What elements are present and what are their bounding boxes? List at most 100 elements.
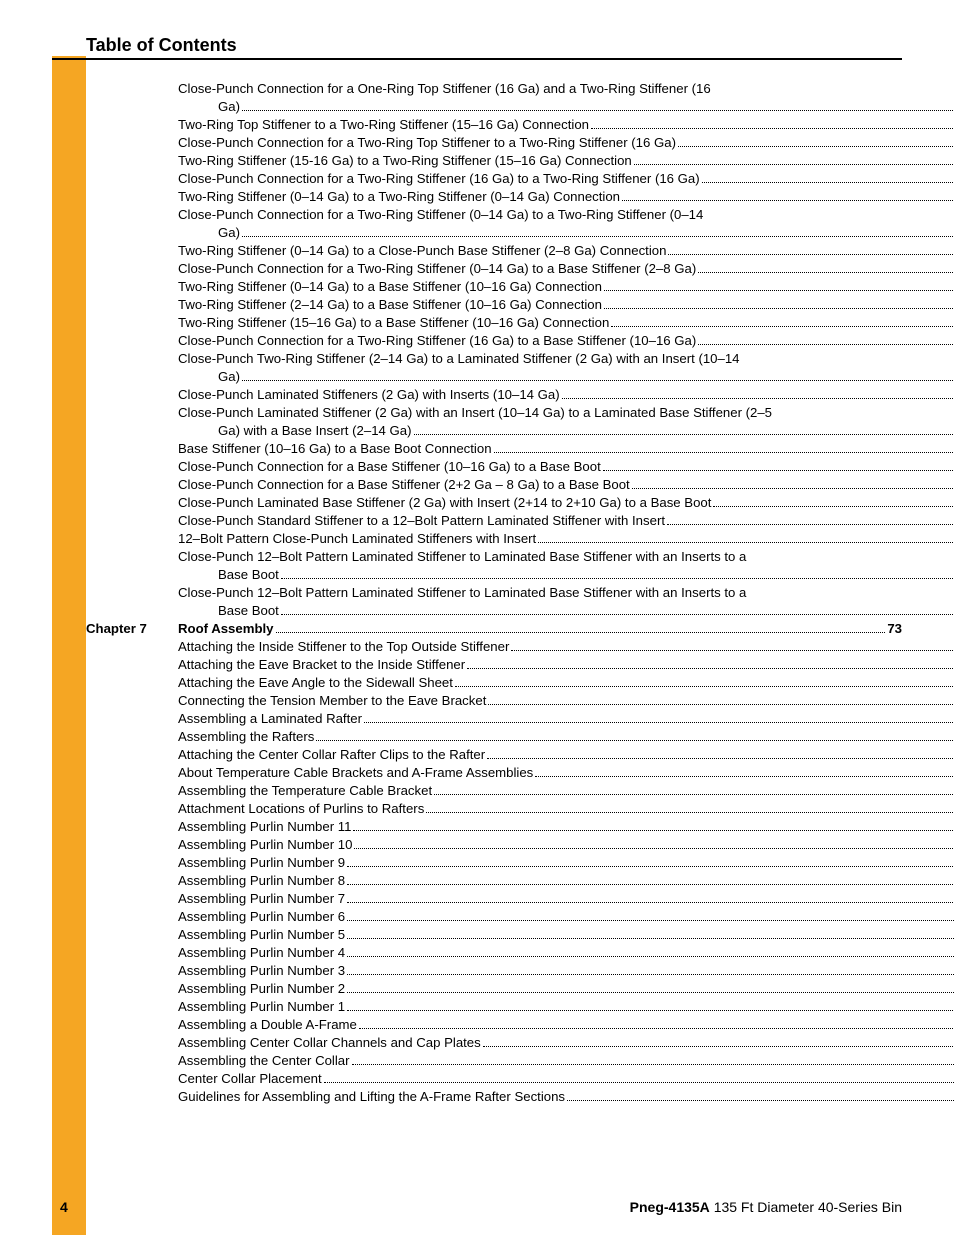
toc-entry-text: Guidelines for Assembling and Lifting th…: [178, 1088, 565, 1106]
toc-entry-text: Close-Punch 12–Bolt Pattern Laminated St…: [178, 548, 746, 566]
toc-entry[interactable]: Guidelines for Assembling and Lifting th…: [86, 1088, 954, 1106]
toc-entry-text: Close-Punch Connection for a Two-Ring St…: [178, 206, 703, 224]
toc-leader-dots: [713, 498, 954, 507]
toc-leader-dots: [414, 426, 954, 435]
toc-entry-text: About Temperature Cable Brackets and A-F…: [178, 764, 533, 782]
toc-entry[interactable]: Assembling the Rafters80: [86, 728, 954, 746]
toc-entry[interactable]: Close-Punch Connection for a Two-Ring St…: [86, 206, 954, 224]
toc-entry[interactable]: Assembling Purlin Number 5102: [86, 926, 954, 944]
toc-entry-text: Two-Ring Stiffener (0–14 Ga) to a Two-Ri…: [178, 188, 620, 206]
toc-leader-dots: [668, 246, 954, 255]
toc-entry[interactable]: Ga)64: [86, 368, 954, 386]
footer-doc-title: 135 Ft Diameter 40-Series Bin: [714, 1199, 902, 1215]
accent-bar: [52, 56, 86, 1235]
toc-leader-dots: [347, 1002, 954, 1011]
toc-leader-dots: [364, 714, 954, 723]
toc-leader-dots: [347, 984, 954, 993]
toc-entry-text: Assembling Purlin Number 2: [178, 980, 345, 998]
toc-entry[interactable]: Assembling Purlin Number 1190: [86, 818, 954, 836]
toc-leader-dots: [347, 894, 954, 903]
toc-entry[interactable]: Assembling the Center Collar120: [86, 1052, 954, 1070]
toc-entry[interactable]: Attaching the Eave Bracket to the Inside…: [86, 656, 954, 674]
toc-entry-text: Close-Punch Connection for a Base Stiffe…: [178, 476, 630, 494]
toc-entry[interactable]: Base Stiffener (10–16 Ga) to a Base Boot…: [86, 440, 954, 458]
toc-entry[interactable]: Attaching the Center Collar Rafter Clips…: [86, 746, 954, 764]
toc-entry[interactable]: Close-Punch Connection for a One-Ring To…: [86, 80, 954, 98]
toc-entry[interactable]: Two-Ring Top Stiffener to a Two-Ring Sti…: [86, 116, 954, 134]
toc-entry[interactable]: Close-Punch Connection for a Two-Ring St…: [86, 170, 954, 188]
toc-leader-dots: [353, 822, 954, 831]
toc-entry[interactable]: Close-Punch 12–Bolt Pattern Laminated St…: [86, 584, 954, 602]
toc-entry[interactable]: Ga) with a Base Insert (2–14 Ga)65: [86, 422, 954, 440]
toc-leader-dots: [667, 516, 954, 525]
toc-entry[interactable]: Two-Ring Stiffener (0–14 Ga) to a Two-Ri…: [86, 188, 954, 206]
toc-entry[interactable]: Assembling the Temperature Cable Bracket…: [86, 782, 954, 800]
toc-entry[interactable]: Assembling Center Collar Channels and Ca…: [86, 1034, 954, 1052]
toc-leader-dots: [347, 966, 954, 975]
toc-entry[interactable]: Close-Punch Connection for a Base Stiffe…: [86, 476, 954, 494]
toc-leader-dots: [632, 480, 954, 489]
toc-entry[interactable]: Attaching the Inside Stiffener to the To…: [86, 638, 954, 656]
toc-leader-dots: [434, 786, 954, 795]
toc-entry[interactable]: About Temperature Cable Brackets and A-F…: [86, 764, 954, 782]
toc-entry[interactable]: Base Boot70: [86, 566, 954, 584]
toc-leader-dots: [347, 912, 954, 921]
toc-entry[interactable]: Two-Ring Stiffener (0–14 Ga) to a Base S…: [86, 278, 954, 296]
toc-entry[interactable]: Assembling Purlin Number 2108: [86, 980, 954, 998]
toc-entry[interactable]: Assembling Purlin Number 798: [86, 890, 954, 908]
toc-leader-dots: [483, 1038, 954, 1047]
toc-entry[interactable]: Two-Ring Stiffener (2–14 Ga) to a Base S…: [86, 296, 954, 314]
toc-entry[interactable]: Assembling Purlin Number 1092: [86, 836, 954, 854]
toc-entry-text: Close-Punch Standard Stiffener to a 12–B…: [178, 512, 665, 530]
toc-entry-text: Assembling the Center Collar: [178, 1052, 350, 1070]
toc-entry[interactable]: Assembling Purlin Number 4104: [86, 944, 954, 962]
toc-entry-text: Assembling Purlin Number 10: [178, 836, 352, 854]
toc-entry[interactable]: Two-Ring Stiffener (15–16 Ga) to a Base …: [86, 314, 954, 332]
toc-entry[interactable]: Close-Punch Laminated Stiffeners (2 Ga) …: [86, 386, 954, 404]
toc-chapter-row[interactable]: Chapter 7Roof Assembly73: [86, 620, 902, 638]
toc-entry[interactable]: Close-Punch Standard Stiffener to a 12–B…: [86, 512, 954, 530]
toc-entry-text: Assembling Purlin Number 4: [178, 944, 345, 962]
toc-entry[interactable]: Assembling Purlin Number 3106: [86, 962, 954, 980]
toc-entry-text: Ga): [218, 224, 240, 242]
toc-entry[interactable]: Assembling Purlin Number 6100: [86, 908, 954, 926]
toc-entry-text: Close-Punch 12–Bolt Pattern Laminated St…: [178, 584, 746, 602]
toc-entry[interactable]: Connecting the Tension Member to the Eav…: [86, 692, 954, 710]
toc-entry[interactable]: Ga)57: [86, 98, 954, 116]
toc-leader-dots: [702, 174, 954, 183]
toc-chapter-7: Chapter 7Roof Assembly73Attaching the In…: [86, 620, 902, 1106]
toc-entry[interactable]: Assembling a Double A-Frame112: [86, 1016, 954, 1034]
toc-entry[interactable]: Attaching the Eave Angle to the Sidewall…: [86, 674, 954, 692]
toc-entry[interactable]: Two-Ring Stiffener (0–14 Ga) to a Close-…: [86, 242, 954, 260]
toc-entry[interactable]: Two-Ring Stiffener (15-16 Ga) to a Two-R…: [86, 152, 954, 170]
toc-entry[interactable]: Base Boot71: [86, 602, 954, 620]
toc-entry-text: Connecting the Tension Member to the Eav…: [178, 692, 486, 710]
toc-entry[interactable]: Close-Punch Connection for a Two-Ring St…: [86, 332, 954, 350]
toc-entry[interactable]: Assembling Purlin Number 1110: [86, 998, 954, 1016]
toc-entry[interactable]: Assembling Purlin Number 896: [86, 872, 954, 890]
toc-entry[interactable]: Close-Punch Laminated Stiffener (2 Ga) w…: [86, 404, 954, 422]
toc-entry[interactable]: Close-Punch Connection for a Two-Ring St…: [86, 260, 954, 278]
toc-entry-text: Assembling a Laminated Rafter: [178, 710, 362, 728]
toc-leader-dots: [634, 156, 954, 165]
toc-leader-dots: [698, 336, 954, 345]
toc-entry[interactable]: Ga)60: [86, 224, 954, 242]
toc-entry[interactable]: Assembling Purlin Number 993: [86, 854, 954, 872]
toc-leader-dots: [347, 858, 954, 867]
toc-entry-text: Assembling Purlin Number 5: [178, 926, 345, 944]
toc-entry[interactable]: Attachment Locations of Purlins to Rafte…: [86, 800, 954, 818]
toc-entry[interactable]: Center Collar Placement125: [86, 1070, 954, 1088]
toc-entry[interactable]: Assembling a Laminated Rafter80: [86, 710, 954, 728]
toc-entry[interactable]: Close-Punch Two-Ring Stiffener (2–14 Ga)…: [86, 350, 954, 368]
toc-entry-text: Close-Punch Connection for a Two-Ring St…: [178, 170, 700, 188]
toc-entry-text: Close-Punch Laminated Base Stiffener (2 …: [178, 494, 711, 512]
toc-entry[interactable]: Close-Punch Laminated Base Stiffener (2 …: [86, 494, 954, 512]
toc-entry[interactable]: 12–Bolt Pattern Close-Punch Laminated St…: [86, 530, 954, 548]
toc-entry[interactable]: Close-Punch Connection for a Base Stiffe…: [86, 458, 954, 476]
toc-entry-text: Assembling Purlin Number 8: [178, 872, 345, 890]
toc-leader-dots: [511, 642, 954, 651]
toc-entry-text: Assembling Purlin Number 9: [178, 854, 345, 872]
toc-entry[interactable]: Close-Punch 12–Bolt Pattern Laminated St…: [86, 548, 954, 566]
toc-entry[interactable]: Close-Punch Connection for a Two-Ring To…: [86, 134, 954, 152]
toc-leader-dots: [698, 264, 954, 273]
